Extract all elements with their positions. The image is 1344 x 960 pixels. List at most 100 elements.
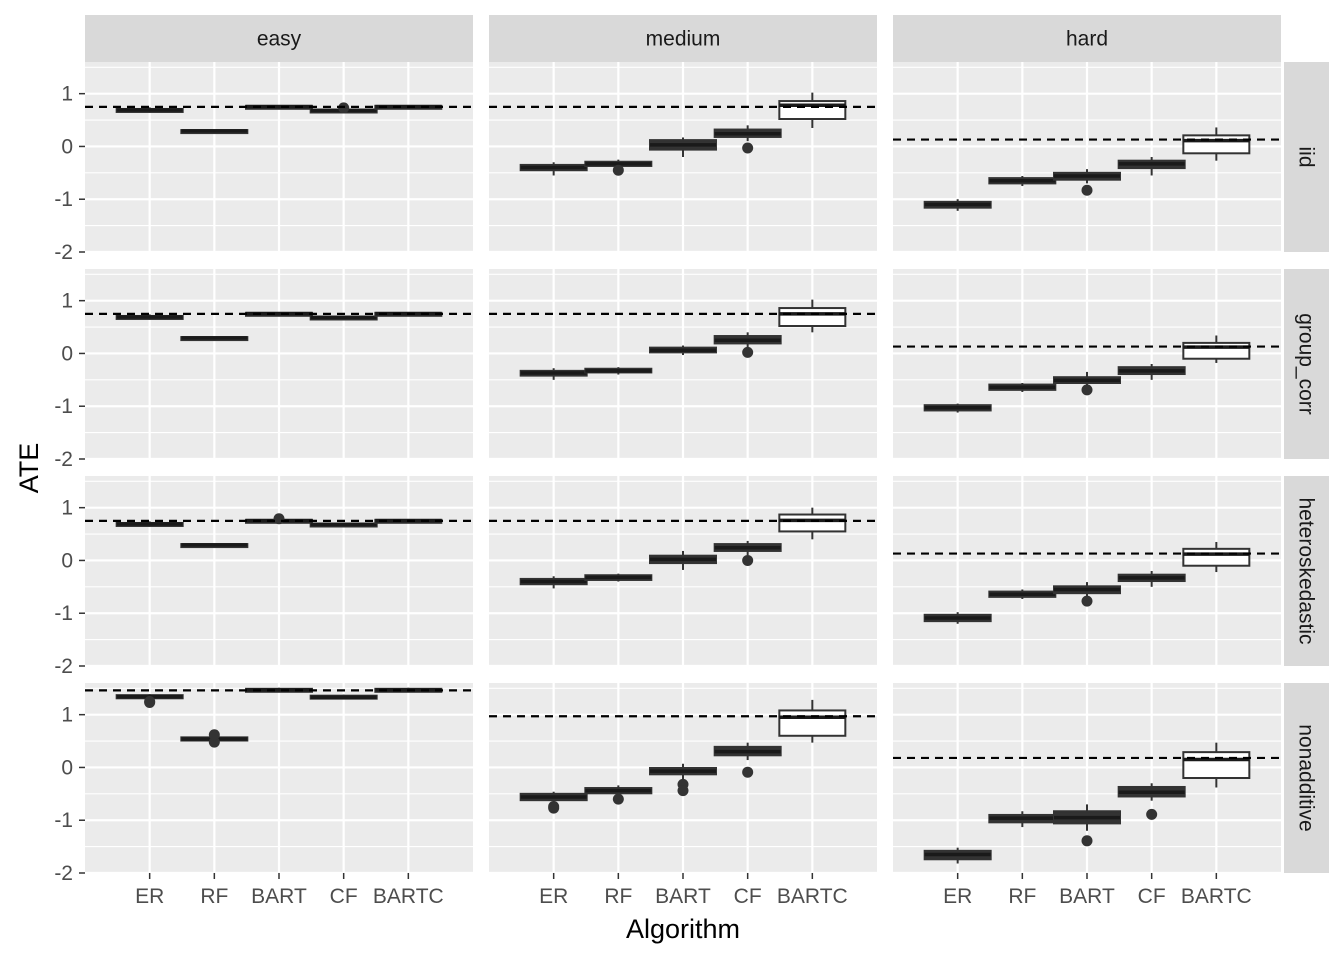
box-BART bbox=[1053, 371, 1121, 396]
box-RF bbox=[180, 729, 249, 748]
y-tick-label: 0 bbox=[61, 756, 73, 779]
box-body bbox=[1182, 547, 1251, 567]
panel-group_corr-easy bbox=[85, 269, 473, 461]
x-tick-label-RF: RF bbox=[604, 885, 632, 908]
box-ER bbox=[115, 107, 184, 113]
box-BARTC bbox=[778, 92, 847, 128]
y-tick-label: -2 bbox=[54, 862, 73, 885]
box-ER bbox=[115, 521, 184, 527]
box-body bbox=[1182, 751, 1251, 780]
y-tick-label: 0 bbox=[61, 342, 73, 365]
y-tick-label: -1 bbox=[54, 395, 73, 418]
box-RF bbox=[988, 589, 1057, 599]
outlier-point bbox=[1081, 384, 1093, 396]
outlier-point bbox=[208, 729, 220, 741]
x-tick-label-ER: ER bbox=[943, 885, 972, 908]
box-BART bbox=[1053, 582, 1121, 607]
outlier-point bbox=[1146, 808, 1158, 820]
x-tick-label-CF: CF bbox=[1138, 885, 1166, 908]
box-BART bbox=[1053, 169, 1121, 196]
outlier-point bbox=[1081, 184, 1093, 196]
x-tick-label-BART: BART bbox=[251, 885, 307, 908]
box-RF bbox=[180, 543, 249, 549]
y-tick-label: -2 bbox=[54, 448, 73, 471]
x-tick-label-RF: RF bbox=[200, 885, 228, 908]
row-strip-iid bbox=[1284, 62, 1329, 252]
panel-iid-easy bbox=[85, 62, 473, 254]
box-CF bbox=[1117, 783, 1186, 820]
panels-layer: easy medium hard iid group_corr heteroskedast… bbox=[54, 15, 1329, 908]
box-BARTC bbox=[1182, 742, 1251, 788]
box-BART bbox=[649, 137, 717, 157]
x-tick-label-CF: CF bbox=[330, 885, 358, 908]
box-RF bbox=[180, 336, 249, 342]
x-tick-label-BART: BART bbox=[1059, 885, 1115, 908]
x-tick-label-BARTC: BARTC bbox=[1181, 885, 1252, 908]
box-CF bbox=[1117, 364, 1186, 380]
box-BART bbox=[649, 345, 717, 356]
panel-group_corr-hard bbox=[893, 269, 1281, 461]
col-strip-medium bbox=[489, 15, 877, 62]
row-strip-nonadditive bbox=[1284, 683, 1329, 873]
box-ER bbox=[519, 576, 588, 589]
row-strip-label-group_corr: group_corr bbox=[1295, 313, 1318, 415]
y-tick-label: 1 bbox=[61, 704, 73, 727]
outlier-point bbox=[273, 513, 285, 525]
box-RF bbox=[584, 785, 653, 805]
outlier-point bbox=[742, 554, 754, 566]
box-CF bbox=[309, 694, 378, 700]
outlier-point bbox=[548, 802, 560, 814]
box-RF bbox=[988, 176, 1057, 187]
box-ER bbox=[519, 791, 588, 814]
outlier-point bbox=[742, 142, 754, 154]
row-strip-label-iid: iid bbox=[1295, 146, 1318, 167]
col-strip-label-easy: easy bbox=[257, 28, 302, 51]
row-strip-label-heteroskedastic: heteroskedastic bbox=[1295, 497, 1318, 644]
y-tick-label: 1 bbox=[61, 83, 73, 106]
box-ER bbox=[115, 314, 184, 320]
box-ER bbox=[923, 403, 992, 413]
x-tick-label-ER: ER bbox=[135, 885, 164, 908]
panel-heteroskedastic-medium bbox=[489, 476, 877, 668]
col-strip-label-hard: hard bbox=[1066, 28, 1108, 51]
x-tick-label-RF: RF bbox=[1008, 885, 1036, 908]
x-tick-label-BARTC: BARTC bbox=[777, 885, 848, 908]
x-tick-label-ER: ER bbox=[539, 885, 568, 908]
y-tick-label: 0 bbox=[61, 549, 73, 572]
outlier-point bbox=[742, 766, 754, 778]
panel-heteroskedastic-easy bbox=[85, 476, 473, 668]
col-strip-label-medium: medium bbox=[646, 28, 721, 51]
box-CF bbox=[1117, 157, 1186, 176]
y-tick-label: 0 bbox=[61, 135, 73, 158]
outlier-point bbox=[612, 793, 624, 805]
y-tick-label: -2 bbox=[54, 655, 73, 678]
x-tick-label-BART: BART bbox=[655, 885, 711, 908]
panel-heteroskedastic-hard bbox=[893, 476, 1281, 668]
box-CF bbox=[309, 315, 378, 321]
box-body bbox=[778, 709, 847, 737]
panel-iid-medium bbox=[489, 62, 877, 254]
box-RF bbox=[584, 573, 653, 582]
box-ER bbox=[923, 612, 992, 624]
outlier-point bbox=[612, 164, 624, 176]
row-strip-heteroskedastic bbox=[1284, 476, 1329, 666]
box-CF bbox=[713, 742, 782, 778]
y-axis-title: ATE bbox=[14, 443, 44, 494]
box-RF bbox=[584, 367, 653, 375]
outlier-point bbox=[144, 697, 156, 709]
box-ER bbox=[115, 694, 184, 709]
box-BART bbox=[1053, 804, 1121, 847]
box-RF bbox=[584, 159, 653, 176]
panel-nonadditive-hard bbox=[893, 683, 1281, 875]
row-strip-label-nonadditive: nonadditive bbox=[1295, 724, 1318, 831]
box-CF bbox=[713, 540, 782, 566]
box-BART bbox=[649, 763, 717, 797]
col-strip-easy bbox=[85, 15, 473, 62]
box-ER bbox=[923, 847, 992, 864]
y-tick-label: -1 bbox=[54, 602, 73, 625]
box-BART bbox=[649, 550, 717, 570]
box-CF bbox=[713, 332, 782, 358]
box-body bbox=[1182, 341, 1251, 360]
panel-iid-hard bbox=[893, 62, 1281, 254]
